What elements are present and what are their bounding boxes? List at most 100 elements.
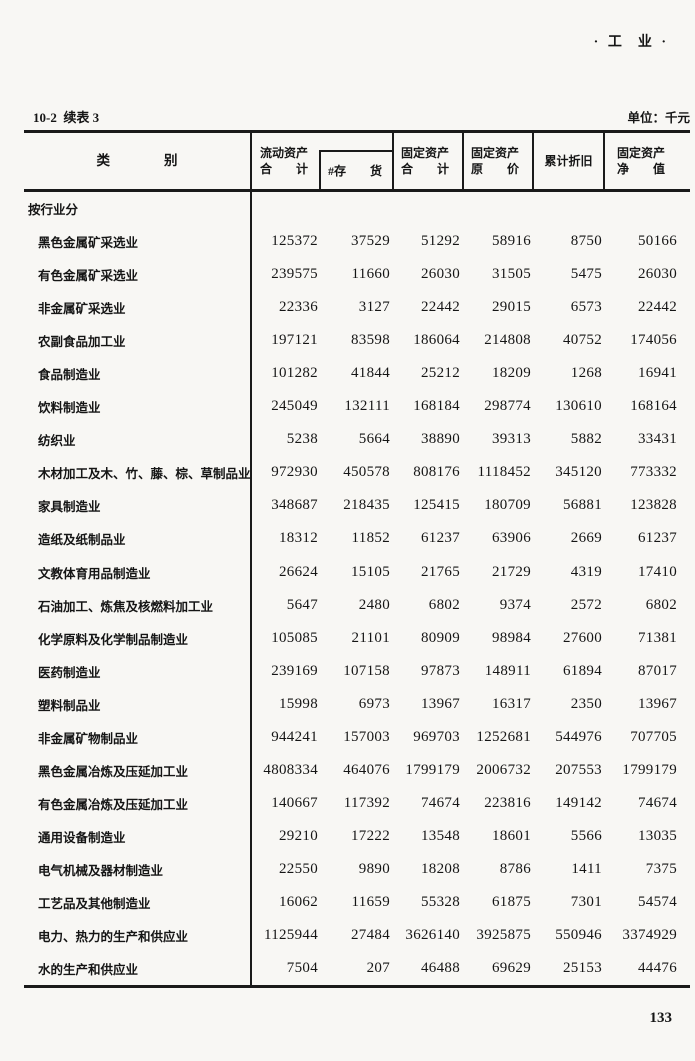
cell-fixed-assets-total: 55328 [421, 894, 460, 910]
cell-accumulated-depreciation: 56881 [563, 497, 602, 514]
cell-fixed-assets-total: 125415 [413, 497, 460, 514]
cell-current-assets-total: 29210 [279, 827, 318, 844]
row-label: 饮料制造业 [38, 401, 101, 416]
cell-fixed-assets-net-value: 71381 [638, 629, 677, 646]
cell-inventory: 41844 [351, 365, 390, 382]
cell-accumulated-depreciation: 7301 [570, 894, 602, 910]
cell-fixed-assets-net-value: 22442 [638, 299, 677, 316]
cell-fixed-assets-net-value: 26030 [638, 266, 677, 283]
cell-accumulated-depreciation: 5475 [570, 266, 602, 283]
cell-fixed-assets-total: 74674 [421, 794, 460, 811]
cell-fixed-assets-net-value: 74674 [638, 794, 677, 811]
table-row: 工艺品及其他制造业 16062 11659 55328 61875 7301 5… [24, 886, 690, 919]
row-label: 非金属矿物制品业 [38, 731, 139, 746]
cell-fixed-assets-original-price: 21729 [492, 563, 531, 580]
cell-fixed-assets-original-price: 1252681 [476, 728, 531, 745]
cell-inventory: 450578 [343, 464, 390, 481]
section-label: 按行业分 [28, 203, 79, 218]
cell-fixed-assets-original-price: 214808 [484, 332, 531, 349]
cell-inventory: 117392 [343, 794, 390, 811]
page-number: 133 [649, 1010, 673, 1026]
col-header-inventory: #存 货 [319, 150, 392, 189]
cell-inventory: 132111 [344, 398, 390, 415]
row-label: 农副食品加工业 [38, 335, 126, 350]
row-label: 化学原料及化学制品制造业 [38, 632, 189, 647]
cell-inventory: 107158 [343, 662, 390, 679]
cell-inventory: 11660 [351, 266, 390, 283]
cell-fixed-assets-original-price: 18601 [492, 827, 531, 844]
cell-accumulated-depreciation: 40752 [563, 332, 602, 349]
cell-fixed-assets-total: 1799179 [405, 761, 460, 778]
cell-current-assets-total: 125372 [271, 233, 318, 250]
cell-current-assets-total: 1125944 [263, 927, 318, 944]
cell-fixed-assets-net-value: 87017 [638, 662, 677, 679]
row-label: 电气机械及器材制造业 [38, 863, 164, 878]
cell-fixed-assets-original-price: 39313 [492, 431, 531, 448]
cell-current-assets-total: 22336 [279, 299, 318, 316]
cell-inventory: 2480 [358, 596, 390, 613]
table-row: 非金属矿物制品业 944241 157003 969703 1252681 54… [24, 721, 690, 754]
cell-inventory: 11852 [351, 530, 390, 547]
cell-current-assets-total: 7504 [286, 960, 318, 977]
row-label: 医药制造业 [38, 665, 101, 680]
cell-accumulated-depreciation: 5882 [570, 431, 602, 448]
cell-accumulated-depreciation: 25153 [563, 960, 602, 977]
cell-fixed-assets-net-value: 7375 [645, 860, 677, 877]
cell-fixed-assets-net-value: 50166 [638, 233, 677, 250]
row-label: 电力、热力的生产和供应业 [38, 930, 189, 945]
cell-fixed-assets-net-value: 168164 [630, 398, 677, 415]
cell-accumulated-depreciation: 1268 [570, 365, 602, 382]
table-row: 饮料制造业 245049 132111 168184 298774 130610… [24, 390, 690, 423]
row-label: 文教体育用品制造业 [38, 566, 151, 581]
cell-fixed-assets-total: 22442 [421, 299, 460, 316]
cell-fixed-assets-total: 21765 [421, 563, 460, 580]
row-label: 石油加工、炼焦及核燃料加工业 [38, 599, 214, 614]
row-label: 工艺品及其他制造业 [38, 897, 151, 911]
cell-fixed-assets-net-value: 17410 [638, 563, 677, 580]
cell-current-assets-total: 348687 [271, 497, 318, 514]
cell-accumulated-depreciation: 130610 [555, 398, 602, 415]
cell-fixed-assets-total: 13967 [421, 695, 460, 712]
cell-fixed-assets-total: 97873 [421, 662, 460, 679]
table-row: 黑色金属矿采选业 125372 37529 51292 58916 8750 5… [24, 225, 690, 258]
row-label: 塑料制品业 [38, 698, 101, 713]
cell-accumulated-depreciation: 207553 [555, 761, 602, 778]
cell-inventory: 11659 [351, 894, 390, 910]
cell-current-assets-total: 26624 [279, 563, 318, 580]
cell-fixed-assets-total: 51292 [421, 233, 460, 250]
cell-inventory: 207 [366, 960, 390, 977]
cell-fixed-assets-original-price: 63906 [492, 530, 531, 547]
cell-inventory: 464076 [343, 761, 390, 778]
cell-inventory: 21101 [351, 629, 390, 646]
cell-fixed-assets-original-price: 1118452 [477, 464, 531, 481]
cell-accumulated-depreciation: 1411 [571, 860, 602, 877]
cell-current-assets-total: 140667 [271, 794, 318, 811]
row-label: 有色金属冶炼及压延加工业 [38, 797, 189, 812]
cell-fixed-assets-total: 25212 [421, 365, 460, 382]
row-label: 有色金属矿采选业 [38, 269, 139, 284]
table-row: 电力、热力的生产和供应业 1125944 27484 3626140 39258… [24, 919, 690, 952]
cell-fixed-assets-total: 46488 [421, 960, 460, 977]
col-header-fixed-assets-net-value: 固定资产 净 值 [603, 133, 690, 189]
table-caption-row: 10-2 续表 3 单位：千元 [24, 107, 690, 126]
cell-current-assets-total: 972930 [271, 464, 318, 481]
table-rows: 黑色金属矿采选业 125372 37529 51292 58916 8750 5… [24, 225, 690, 985]
cell-fixed-assets-original-price: 58916 [492, 233, 531, 250]
col-header-fixed-assets-total: 固定资产 合 计 [392, 133, 462, 189]
cell-fixed-assets-net-value: 44476 [638, 960, 677, 977]
cell-inventory: 17222 [351, 827, 390, 844]
table-row: 食品制造业 101282 41844 25212 18209 1268 1694… [24, 357, 690, 390]
cell-inventory: 15105 [351, 563, 390, 580]
cell-accumulated-depreciation: 345120 [555, 464, 602, 481]
cell-current-assets-total: 239169 [271, 662, 318, 679]
table-row: 化学原料及化学制品制造业 105085 21101 80909 98984 27… [24, 622, 690, 655]
cell-current-assets-total: 245049 [271, 398, 318, 415]
table-row: 石油加工、炼焦及核燃料加工业 5647 2480 6802 9374 2572 … [24, 589, 690, 622]
row-label: 造纸及纸制品业 [38, 533, 126, 548]
cell-current-assets-total: 5238 [286, 431, 318, 448]
row-label: 黑色金属冶炼及压延加工业 [38, 764, 189, 779]
cell-fixed-assets-net-value: 54574 [638, 894, 677, 910]
cell-inventory: 37529 [351, 233, 390, 250]
cell-current-assets-total: 16062 [279, 894, 318, 910]
